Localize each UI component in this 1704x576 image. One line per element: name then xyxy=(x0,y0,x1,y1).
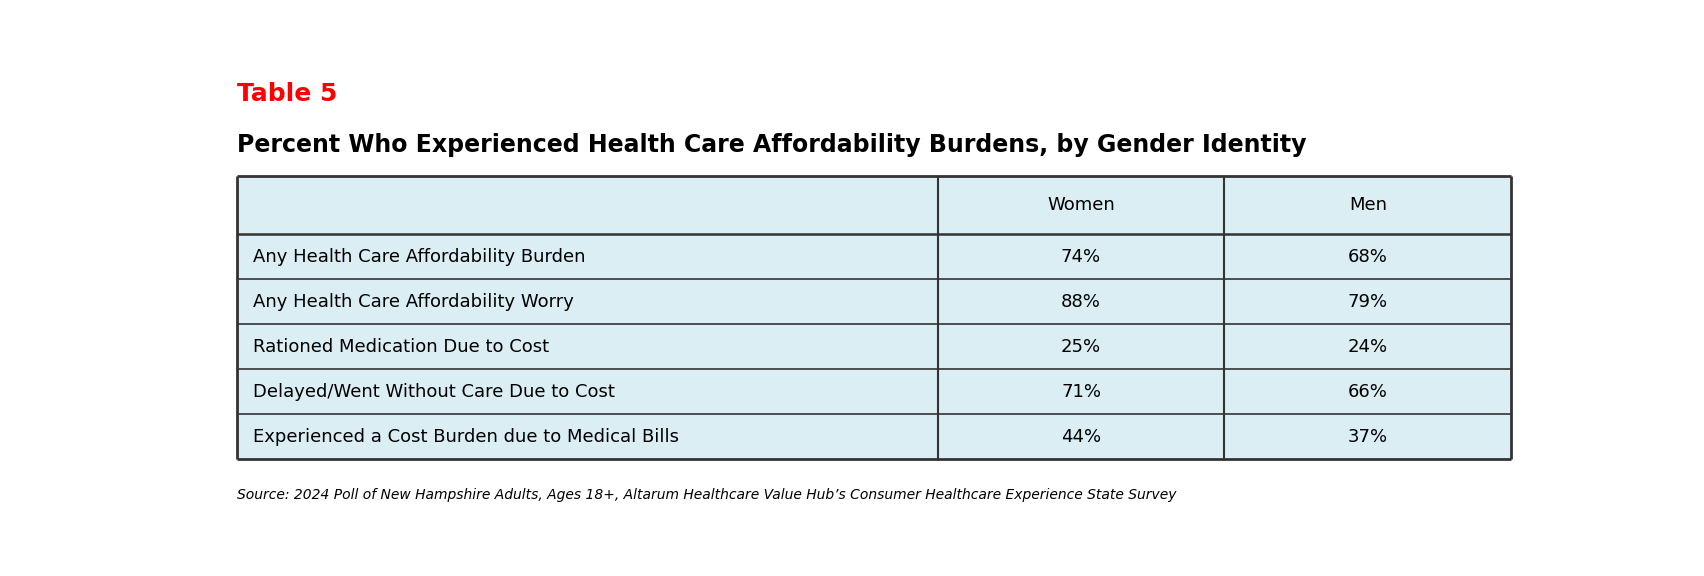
Text: Rationed Medication Due to Cost: Rationed Medication Due to Cost xyxy=(252,338,549,356)
Text: Percent Who Experienced Health Care Affordability Burdens, by Gender Identity: Percent Who Experienced Health Care Affo… xyxy=(237,134,1307,157)
Text: Table 5: Table 5 xyxy=(237,82,337,107)
Text: 74%: 74% xyxy=(1062,248,1101,266)
Text: Delayed/Went Without Care Due to Cost: Delayed/Went Without Care Due to Cost xyxy=(252,383,615,401)
Text: 44%: 44% xyxy=(1062,428,1101,446)
Text: 88%: 88% xyxy=(1062,293,1101,310)
Text: Any Health Care Affordability Worry: Any Health Care Affordability Worry xyxy=(252,293,574,310)
Text: 71%: 71% xyxy=(1062,383,1101,401)
Text: 79%: 79% xyxy=(1348,293,1387,310)
Bar xyxy=(237,176,1511,460)
Text: Women: Women xyxy=(1048,196,1114,214)
Text: 68%: 68% xyxy=(1348,248,1387,266)
Text: Experienced a Cost Burden due to Medical Bills: Experienced a Cost Burden due to Medical… xyxy=(252,428,678,446)
Text: Source: 2024 Poll of New Hampshire Adults, Ages 18+, Altarum Healthcare Value Hu: Source: 2024 Poll of New Hampshire Adult… xyxy=(237,488,1176,502)
Text: 25%: 25% xyxy=(1062,338,1101,356)
Text: Any Health Care Affordability Burden: Any Health Care Affordability Burden xyxy=(252,248,584,266)
Text: 66%: 66% xyxy=(1348,383,1387,401)
Text: 37%: 37% xyxy=(1348,428,1387,446)
Text: 24%: 24% xyxy=(1348,338,1387,356)
Text: Men: Men xyxy=(1350,196,1387,214)
